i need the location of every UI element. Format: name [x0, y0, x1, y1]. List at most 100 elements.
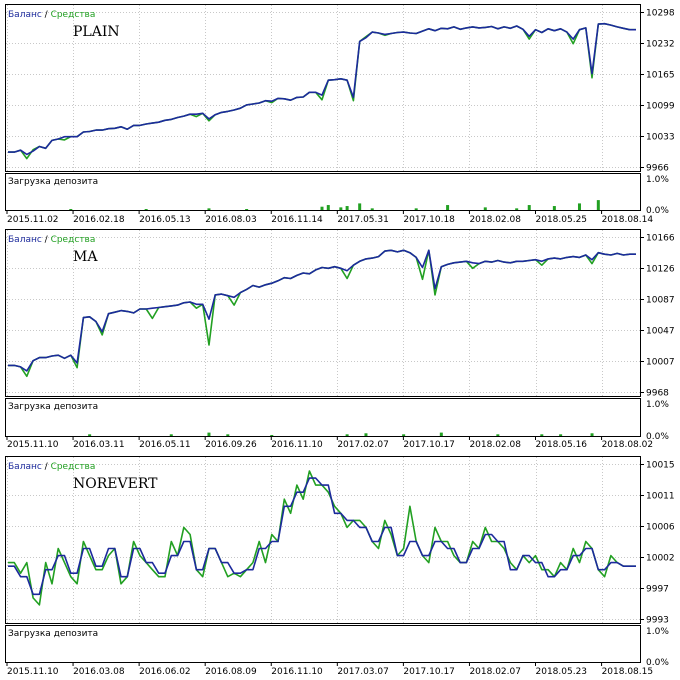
y-tick-label: 10033 [646, 133, 675, 143]
load-bar [414, 208, 418, 210]
y-tick-label: 9993 [646, 616, 669, 626]
x-tick-label: 2017.03.07 [337, 667, 389, 677]
load-tick-label: 1.0% [646, 400, 669, 410]
x-tick-label: 2017.10.17 [403, 440, 455, 450]
legend: Баланс / Средства [8, 462, 95, 472]
load-bar [402, 434, 406, 436]
load-bar [339, 207, 343, 210]
series-line-balance [8, 477, 636, 596]
chart-panel: 10015 10011 10006 10002 9997 9993 2015.11.10 20… [5, 456, 675, 677]
load-tick-label: 1.0% [646, 627, 669, 637]
load-bar [540, 434, 544, 436]
x-tick-label: 2018.02.08 [469, 215, 521, 225]
load-bar [439, 432, 443, 436]
x-tick-label: 2018.05.16 [536, 440, 588, 450]
legend-balance: Баланс [8, 10, 45, 20]
x-tick-label: 2017.02.07 [337, 440, 389, 450]
load-bar [207, 208, 211, 210]
deposit-load-label: Загрузка депозита [8, 402, 98, 412]
load-bar [358, 203, 362, 210]
x-tick-label: 2018.02.08 [469, 440, 521, 450]
load-tick-label: 0.0% [646, 206, 669, 216]
x-tick-label: 2015.11.10 [7, 667, 59, 677]
load-bar [169, 434, 173, 436]
x-tick-label: 2016.05.13 [139, 215, 191, 225]
deposit-load-label: Загрузка депозита [8, 177, 98, 187]
y-tick-label: 10011 [646, 492, 675, 502]
y-tick-label: 10002 [646, 554, 675, 564]
y-tick-label: 10087 [646, 296, 675, 306]
load-bar [527, 205, 531, 210]
load-bar [496, 434, 500, 436]
x-tick-label: 2015.11.02 [7, 215, 59, 225]
load-bar [483, 207, 487, 210]
x-tick-label: 2016.11.14 [271, 215, 323, 225]
x-tick-label: 2016.11.10 [271, 667, 323, 677]
legend: Баланс / Средства [8, 235, 95, 245]
deposit-load-label: Загрузка депозита [8, 629, 98, 639]
chart-panel: 10298 10232 10165 10099 10033 9966 2015.11.02 2… [5, 4, 675, 225]
x-tick-label: 2017.10.17 [403, 667, 455, 677]
y-tick-label: 10006 [646, 523, 675, 533]
legend-equity: Средства [51, 235, 96, 245]
y-tick-label: 9997 [646, 585, 669, 595]
y-tick-label: 10007 [646, 358, 675, 368]
y-tick-label: 10099 [646, 102, 675, 112]
x-tick-label: 2016.08.03 [205, 215, 257, 225]
chart-panel: 10166 10126 10087 10047 10007 9968 2015.11.10 2… [5, 229, 675, 450]
load-bar [69, 209, 73, 210]
x-tick-label: 2018.02.07 [469, 667, 521, 677]
y-tick-label: 10047 [646, 327, 675, 337]
y-tick-label: 9968 [646, 389, 669, 399]
load-plot-frame [5, 625, 641, 663]
strategy-label: PLAIN [73, 24, 120, 40]
x-tick-label: 2017.05.31 [337, 215, 389, 225]
load-plot-frame [5, 173, 641, 211]
x-tick-label: 2016.06.02 [139, 667, 191, 677]
load-bar [245, 209, 249, 210]
x-tick-label: 2016.08.09 [205, 667, 257, 677]
x-tick-label: 2018.05.23 [536, 667, 588, 677]
load-tick-label: 0.0% [646, 432, 669, 442]
load-bar [226, 434, 230, 436]
load-bar [559, 434, 563, 436]
load-bar [446, 205, 450, 210]
legend-separator: / [45, 235, 51, 245]
x-tick-label: 2016.03.08 [73, 667, 125, 677]
load-bar [577, 203, 581, 210]
load-tick-label: 0.0% [646, 658, 669, 668]
load-tick-label: 1.0% [646, 175, 669, 185]
main-plot-frame [5, 229, 641, 397]
x-tick-label: 2018.05.25 [536, 215, 588, 225]
x-tick-label: 2018.08.02 [602, 440, 654, 450]
strategy-label: NOREVERT [73, 476, 158, 492]
legend-separator: / [45, 462, 51, 472]
load-bar [364, 433, 368, 436]
load-bar [207, 432, 211, 436]
y-tick-label: 9966 [646, 164, 669, 174]
x-tick-label: 2016.05.11 [139, 440, 191, 450]
legend-separator: / [45, 10, 51, 20]
x-tick-label: 2018.08.14 [602, 215, 654, 225]
x-tick-label: 2016.09.26 [205, 440, 257, 450]
legend: Баланс / Средства [8, 10, 95, 20]
x-tick-label: 2018.08.15 [602, 667, 654, 677]
load-bar [270, 434, 274, 436]
load-bar [370, 208, 374, 210]
load-bar [345, 206, 349, 210]
legend-balance: Баланс [8, 235, 45, 245]
legend-equity: Средства [51, 10, 96, 20]
legend-balance: Баланс [8, 462, 45, 472]
load-bar [345, 434, 349, 436]
load-bar [515, 208, 519, 210]
x-tick-label: 2015.11.10 [7, 440, 59, 450]
y-tick-label: 10015 [646, 461, 675, 471]
load-plot-frame [5, 398, 641, 437]
load-bar [144, 209, 148, 210]
x-tick-label: 2016.03.11 [73, 440, 125, 450]
y-tick-label: 10126 [646, 265, 675, 275]
load-bar [320, 206, 324, 210]
series-line-balance [8, 249, 636, 372]
series-line-balance [8, 22, 636, 156]
